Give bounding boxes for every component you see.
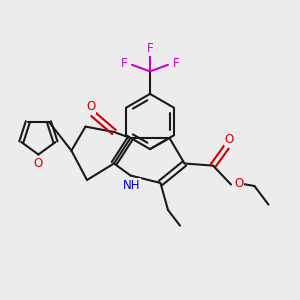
Text: O: O xyxy=(86,100,95,113)
Text: F: F xyxy=(147,42,153,55)
Text: F: F xyxy=(172,56,179,70)
Text: O: O xyxy=(34,157,43,170)
Text: NH: NH xyxy=(123,179,141,192)
Text: F: F xyxy=(121,56,128,70)
Text: O: O xyxy=(224,133,233,146)
Text: O: O xyxy=(234,177,243,190)
